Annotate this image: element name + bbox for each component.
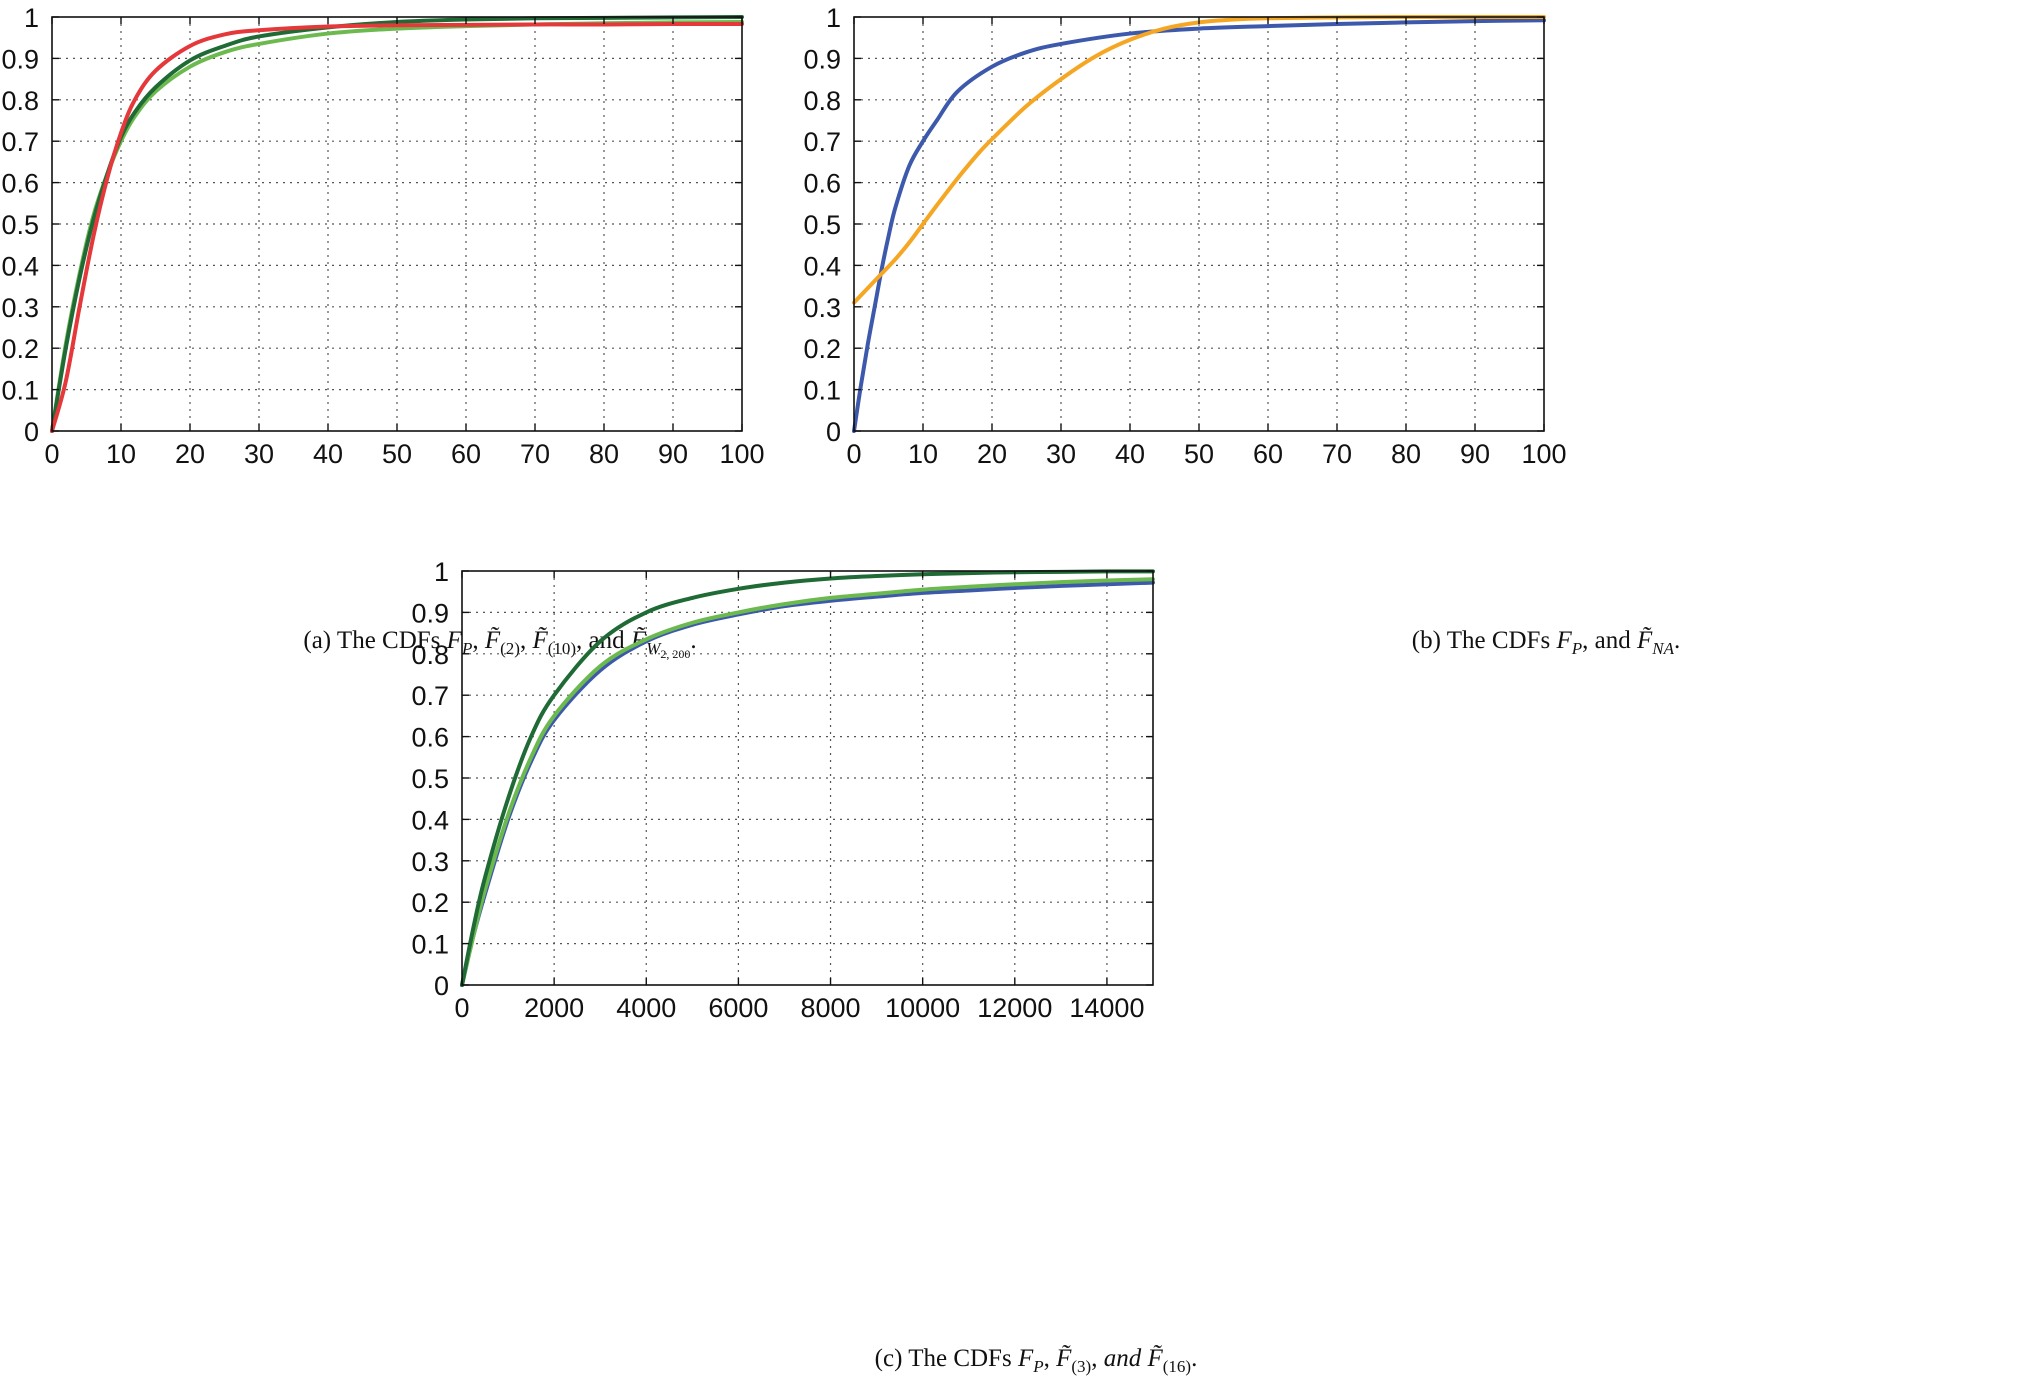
panel-b-grid (854, 17, 1544, 431)
panel-a-series-red-line (50, 22, 744, 433)
panel-b-ytick-label: 0.1 (803, 376, 841, 406)
panel-a-series-dark-green-line (50, 15, 744, 433)
panel-b-ytick-label: 0.2 (803, 334, 841, 364)
panel-b-ytick-label: 0.8 (803, 86, 841, 116)
panel-c-xtick-label: 0 (454, 993, 469, 1023)
panel-a-xtick-label: 100 (719, 439, 764, 469)
panel-b-xtick-label: 80 (1391, 439, 1421, 469)
panel-b-xtick-label: 0 (846, 439, 861, 469)
panel-b-xtick-label: 40 (1115, 439, 1145, 469)
panel-a-ytick-label: 0.7 (1, 127, 39, 157)
panel-b-ytick-label: 0.4 (803, 251, 841, 281)
panel-a-grid (52, 17, 742, 431)
panel-a-xtick-label: 50 (382, 439, 412, 469)
panel-b-xtick-label: 90 (1460, 439, 1490, 469)
panel-a-xtick-label: 10 (106, 439, 136, 469)
panel-b-xtick-label: 30 (1046, 439, 1076, 469)
panel-c-series-dark-green-line (460, 569, 1155, 987)
panel-a-ytick-label: 0.8 (1, 86, 39, 116)
panel-b-series-blue-line (852, 18, 1546, 433)
panel-c-curves (460, 569, 1155, 987)
panel-a-ytick-label: 0.2 (1, 334, 39, 364)
panel-c-ticks: 0 2000 4000 6000 8000 10000 12000 14000 0 0.1 0.2 0… (411, 557, 1153, 1023)
panel-c-xtick-label: 6000 (708, 993, 768, 1023)
panel-b-xtick-label: 10 (908, 439, 938, 469)
panel-a-xtick-label: 90 (658, 439, 688, 469)
panel-a-xtick-label: 0 (44, 439, 59, 469)
panel-c-ytick-label: 0.3 (411, 847, 449, 877)
panel-c-ytick-label: 0.7 (411, 681, 449, 711)
panel-a-xtick-label: 40 (313, 439, 343, 469)
panel-c-grid (462, 571, 1153, 985)
panel-b-xtick-label: 50 (1184, 439, 1214, 469)
panel-c-xtick-label: 14000 (1069, 993, 1144, 1023)
panel-b-ytick-label: 1 (826, 3, 841, 33)
panel-c-ytick-label: 0.2 (411, 888, 449, 918)
panel-a-series-light-green-line (50, 19, 744, 433)
panel-c-xtick-label: 8000 (800, 993, 860, 1023)
panel-a-xtick-label: 20 (175, 439, 205, 469)
panel-a-curves (50, 15, 744, 433)
panel-c-ytick-label: 0.8 (411, 640, 449, 670)
panel-a-xtick-label: 70 (520, 439, 550, 469)
panel-c-series-light-green-line (460, 577, 1155, 987)
panel-c-ytick-label: 0.4 (411, 805, 449, 835)
panel-b-xtick-label: 20 (977, 439, 1007, 469)
panel-a-xtick-label: 80 (589, 439, 619, 469)
panel-a-ytick-label: 1 (24, 3, 39, 33)
panel-b-xtick-label: 100 (1521, 439, 1566, 469)
panel-c-ytick-label: 0.6 (411, 723, 449, 753)
panel-b-caption: (b) The CDFs FP, and F̃NA. (1412, 627, 1680, 658)
panel-a-ytick-label: 0.6 (1, 169, 39, 199)
panel-a-ticks: 0 10 20 30 40 50 60 70 80 90 100 0 0.1 0.2 0.3 0.4 0.5 0.… (1, 3, 764, 469)
panel-a-ytick-label: 0.3 (1, 293, 39, 323)
panel-c-frame (461, 570, 1154, 986)
panel-c-caption: (c) The CDFs FP, F̃(3), and F̃(16). (875, 1345, 1198, 1376)
panel-b-ytick-label: 0.7 (803, 127, 841, 157)
panel-c-ytick-label: 0.1 (411, 930, 449, 960)
panel-b-ticks: 0 10 20 30 40 50 60 70 80 90 100 0 0.1 0.2 0.3 0.4 0.5 0.… (803, 3, 1566, 469)
panel-b-ytick-label: 0.5 (803, 210, 841, 240)
panel-b-ytick-label: 0.3 (803, 293, 841, 323)
panel-b-ytick-label: 0.6 (803, 169, 841, 199)
panel-b-ytick-label: 0.9 (803, 44, 841, 74)
panel-a-ytick-label: 0.1 (1, 376, 39, 406)
panel-a-ytick-label: 0.4 (1, 251, 39, 281)
panel-b-ytick-label: 0 (826, 417, 841, 447)
panel-c-ytick-label: 0.5 (411, 764, 449, 794)
panel-c-xtick-label: 4000 (616, 993, 676, 1023)
panel-a-caption: (a) The CDFs FP, F̃(2), F̃(10), and F̃W2… (303, 627, 696, 661)
panel-c-xtick-label: 10000 (885, 993, 960, 1023)
panel-b-xtick-label: 60 (1253, 439, 1283, 469)
panel-a-ytick-label: 0.5 (1, 210, 39, 240)
panel-a: 0 10 20 30 40 50 60 70 80 90 100 0 0.1 0.2 0.3 0.4 0.5 0.… (1, 3, 764, 661)
panel-c-xtick-label: 2000 (524, 993, 584, 1023)
panel-c-ytick-label: 0 (434, 971, 449, 1001)
panel-a-xtick-label: 30 (244, 439, 274, 469)
panel-a-ytick-label: 0 (24, 417, 39, 447)
panel-c-ytick-label: 0.9 (411, 598, 449, 628)
panel-b-xtick-label: 70 (1322, 439, 1352, 469)
panel-c: 0 2000 4000 6000 8000 10000 12000 14000 0 0.1 0.2 0… (411, 557, 1197, 1376)
panel-a-ytick-label: 0.9 (1, 44, 39, 74)
panel-c-xtick-label: 12000 (977, 993, 1052, 1023)
panel-b: 0 10 20 30 40 50 60 70 80 90 100 0 0.1 0.2 0.3 0.4 0.5 0.… (803, 3, 1680, 658)
panel-a-xtick-label: 60 (451, 439, 481, 469)
panel-c-ytick-label: 1 (434, 557, 449, 587)
